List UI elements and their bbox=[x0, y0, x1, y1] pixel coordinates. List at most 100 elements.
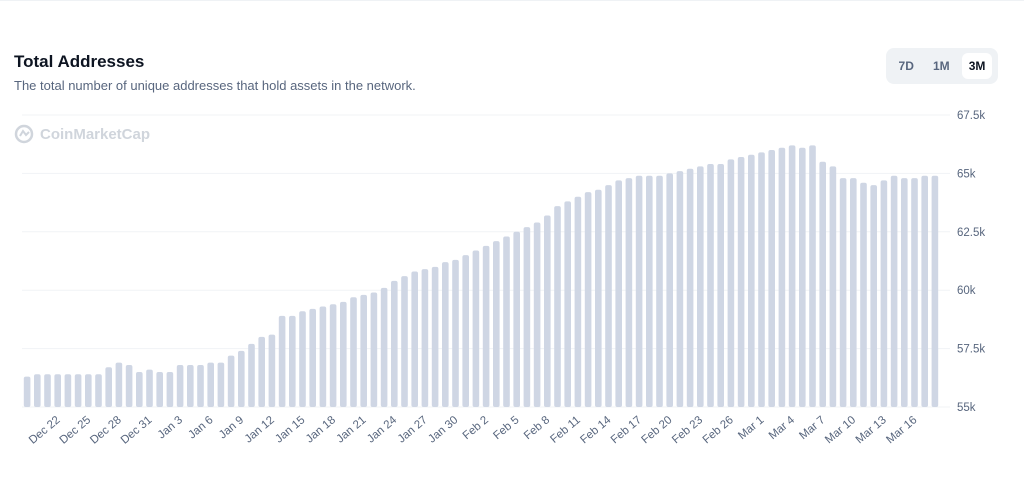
x-tick-label: Jan 24 bbox=[365, 414, 400, 446]
bar bbox=[890, 175, 898, 407]
bar bbox=[758, 152, 765, 407]
bar bbox=[931, 175, 939, 407]
x-tick-label: Feb 23 bbox=[670, 414, 705, 446]
bar bbox=[850, 178, 857, 407]
bar bbox=[625, 178, 633, 407]
x-tick-label: Feb 2 bbox=[461, 414, 491, 442]
x-tick-label: Mar 4 bbox=[767, 414, 798, 442]
bar bbox=[227, 355, 235, 407]
chart-subtitle: The total number of unique addresses tha… bbox=[14, 78, 416, 93]
bar bbox=[778, 147, 786, 408]
bar bbox=[207, 362, 214, 407]
bar bbox=[85, 374, 92, 407]
bar bbox=[921, 175, 928, 407]
bar bbox=[748, 154, 755, 407]
x-tick-label: Jan 9 bbox=[217, 414, 246, 441]
bar bbox=[431, 266, 439, 407]
y-tick-label: 62.5k bbox=[957, 227, 985, 239]
x-tick-label: Feb 26 bbox=[701, 414, 736, 446]
bar bbox=[809, 145, 816, 408]
divider bbox=[0, 0, 1024, 1]
range-tab[interactable]: 1M bbox=[932, 59, 950, 73]
bar bbox=[870, 185, 877, 407]
x-tick-label: Feb 14 bbox=[578, 414, 614, 447]
bar bbox=[105, 367, 112, 407]
bar bbox=[768, 150, 775, 408]
bar bbox=[697, 166, 704, 407]
bar bbox=[503, 236, 510, 407]
x-tick-label: Jan 12 bbox=[243, 414, 277, 445]
x-tick-label: Dec 25 bbox=[58, 414, 94, 447]
bar bbox=[564, 201, 571, 407]
bar bbox=[421, 269, 429, 407]
x-tick-label: Feb 17 bbox=[609, 414, 644, 446]
bar bbox=[34, 374, 41, 407]
bar bbox=[54, 374, 61, 407]
bar bbox=[717, 164, 724, 407]
bar bbox=[411, 271, 418, 407]
bar bbox=[829, 166, 837, 407]
x-tick-label: Mar 1 bbox=[736, 414, 766, 442]
x-tick-label: Feb 5 bbox=[491, 414, 521, 442]
bar bbox=[74, 374, 82, 407]
y-tick-label: 60k bbox=[957, 285, 976, 297]
bar bbox=[788, 145, 796, 408]
y-tick-label: 67.5k bbox=[957, 110, 985, 122]
bar bbox=[391, 280, 398, 407]
x-tick-label: Mar 13 bbox=[854, 414, 889, 446]
bar bbox=[727, 159, 735, 407]
bar bbox=[289, 315, 296, 407]
bar bbox=[401, 276, 408, 407]
bar bbox=[329, 304, 337, 407]
bar bbox=[462, 255, 469, 407]
x-tick-label: Jan 15 bbox=[273, 414, 307, 445]
bar bbox=[268, 334, 276, 407]
range-tab[interactable]: 3M bbox=[961, 53, 993, 79]
x-tick-label: Jan 27 bbox=[396, 414, 430, 445]
bar bbox=[839, 178, 847, 407]
bar bbox=[819, 161, 826, 407]
bar bbox=[278, 315, 286, 407]
bar bbox=[136, 371, 143, 407]
bar bbox=[197, 364, 204, 407]
bar bbox=[340, 301, 347, 407]
bar bbox=[472, 250, 480, 407]
bar bbox=[523, 227, 531, 407]
x-tick-label: Dec 28 bbox=[88, 414, 124, 447]
bar bbox=[319, 306, 327, 407]
bar bbox=[176, 364, 184, 407]
bar bbox=[299, 311, 306, 407]
bar bbox=[574, 196, 582, 407]
x-tick-label: Feb 20 bbox=[639, 414, 674, 446]
bar bbox=[656, 175, 663, 407]
x-tick-label: Mar 16 bbox=[884, 414, 919, 446]
watermark-logo bbox=[14, 124, 34, 144]
range-tab[interactable]: 7D bbox=[898, 59, 914, 73]
bar bbox=[860, 182, 867, 407]
x-tick-label: Dec 31 bbox=[119, 414, 155, 447]
x-tick-label: Jan 18 bbox=[304, 414, 338, 445]
x-tick-label: Jan 3 bbox=[156, 414, 185, 441]
bar bbox=[799, 147, 806, 408]
bar bbox=[595, 189, 602, 407]
bar bbox=[584, 192, 592, 407]
bar bbox=[676, 171, 684, 407]
range-tabs: 7D 1M 3M bbox=[886, 48, 998, 84]
bar bbox=[533, 222, 541, 407]
bar bbox=[95, 374, 102, 407]
bar bbox=[911, 178, 918, 407]
x-tick-label: Feb 8 bbox=[522, 414, 552, 442]
bar bbox=[258, 336, 265, 407]
bar bbox=[737, 157, 745, 407]
bar bbox=[23, 376, 31, 407]
bar bbox=[187, 364, 194, 407]
bar bbox=[635, 175, 643, 407]
bar bbox=[217, 362, 225, 407]
watermark: CoinMarketCap bbox=[14, 124, 150, 144]
bar bbox=[686, 168, 694, 407]
bar bbox=[493, 241, 500, 407]
bar bbox=[115, 362, 123, 407]
bar bbox=[350, 297, 357, 407]
bar bbox=[646, 175, 653, 407]
